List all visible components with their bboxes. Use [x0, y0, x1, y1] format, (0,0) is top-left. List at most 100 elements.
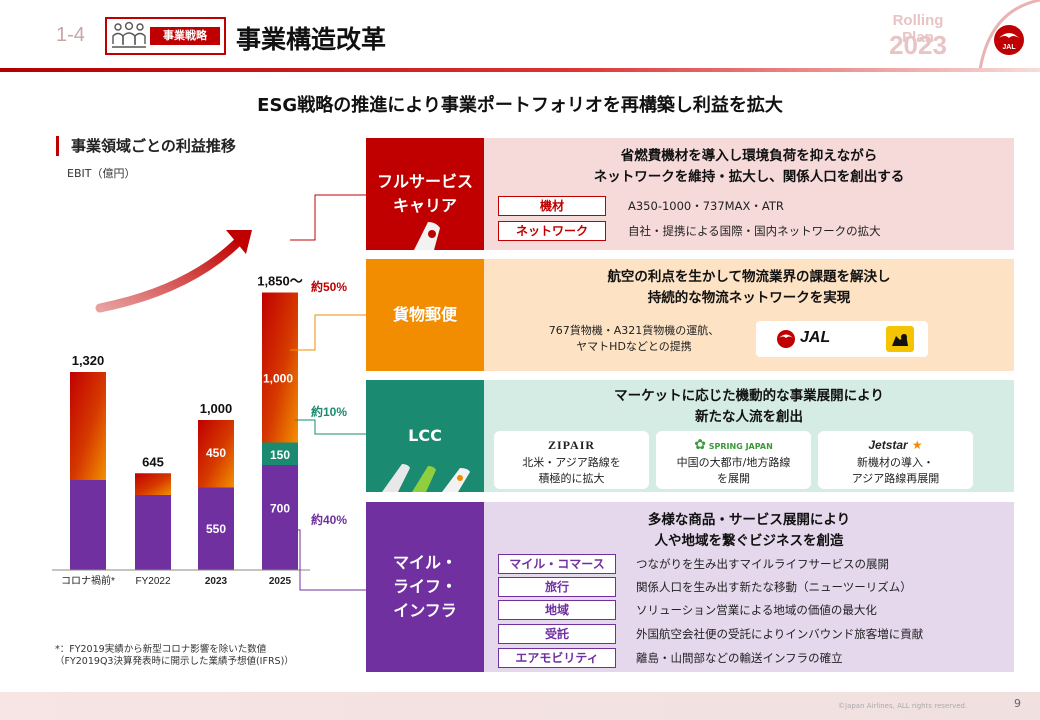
lcc-card-line-2: 積極的に拡大 — [538, 472, 605, 485]
jetstar-logo-text: Jetstar — [868, 438, 908, 452]
bar-segment-mile — [198, 487, 234, 570]
panel-lcc: LCC マーケットに応じた機動的な事業展開により 新たな人流を創出 ZIPAIR… — [366, 380, 1014, 492]
bar-segment-lcc — [262, 442, 298, 465]
bar-total-label: 645 — [142, 454, 164, 469]
fsc-label-line-1: フルサービス — [376, 172, 473, 191]
segment-label: 450 — [206, 446, 226, 460]
mile-title: 多様な商品・サービス展開により 人や地域を繋ぐビジネスを創造 — [484, 510, 1014, 552]
lcc-card-spring-japan: ✿ SPRING JAPAN 中国の大都市/地方路線 を展開 — [656, 431, 811, 489]
fsc-title-line-1: 省燃費機材を導入し環境負荷を抑えながら — [620, 148, 878, 164]
cargo-partner-logos: JAL — [756, 321, 928, 357]
rolling-plan-label: Rolling Plan — [892, 12, 944, 46]
lcc-card-line-2: アジア路線再展開 — [851, 472, 940, 485]
mile-item-key: 旅行 — [498, 577, 616, 597]
fsc-label-line-2: キャリア — [392, 196, 457, 215]
fsc-content: 省燃費機材を導入し環境負荷を抑えながら ネットワークを維持・拡大し、関係人口を創… — [484, 138, 1014, 250]
bar-total-label: 1,850〜 — [257, 274, 303, 289]
bar-segment-mile — [135, 495, 171, 570]
jal-crane-logo-icon: JAL — [994, 25, 1024, 55]
footnote-line-1: *：FY2019実績から新型コロナ影響を除いた数値 — [55, 644, 267, 655]
spring-japan-logo-text: SPRING JAPAN — [708, 442, 773, 451]
rolling-plan-year: 2023 — [889, 30, 947, 60]
panel-cargo-mail: 貨物郵便 航空の利点を生かして物流業界の課題を解決し 持続的な物流ネットワークを… — [366, 259, 1014, 371]
x-tick-label: コロナ禍前* — [61, 574, 115, 587]
bar-total-label: 1,320 — [72, 353, 105, 368]
lcc-title-line-2: 新たな人流を創出 — [695, 409, 803, 425]
ebit-bar-chart: 1,320 コロナ禍前* 645 FY2022 1,000 2023 1,850〜 2025 4… — [52, 230, 347, 587]
fsc-item-value: 自社・提携による国際・国内ネットワークの拡大 — [628, 224, 881, 238]
cargo-description: 767貨物機・A321貨物機の運航、 ヤマトHDなどとの提携 — [524, 323, 744, 355]
mile-item-air-mobility: エアモビリティ 離島・山間部などの輸送インフラの確立 — [498, 648, 843, 668]
fsc-item-value: A350-1000・737MAX・ATR — [628, 199, 784, 213]
share-label: 約50% — [311, 279, 347, 294]
mile-item-value: ソリューション営業による地域の価値の最大化 — [636, 603, 877, 617]
fsc-title-line-2: ネットワークを維持・拡大し、関係人口を創出する — [593, 169, 905, 185]
lcc-card-zipair: ZIPAIR 北米・アジア路線を 積極的に拡大 — [494, 431, 649, 489]
cargo-desc-line-1: 767貨物機・A321貨物機の運航、 — [548, 324, 720, 337]
bar-segment-mile — [262, 465, 298, 570]
lcc-card-line-1: 北米・アジア路線を — [522, 456, 621, 469]
mile-item-contract: 受託 外国航空会社便の受託によりインバウンド旅客増に貢献 — [498, 624, 923, 644]
chart-title: 事業領域ごとの利益推移 — [56, 136, 236, 156]
mile-item-value: 外国航空会社便の受託によりインバウンド旅客増に貢献 — [636, 627, 924, 641]
mile-title-line-2: 人や地域を繋ぐビジネスを創造 — [654, 533, 844, 549]
copyright: ©Japan Airlines, ALL rights reserved. — [838, 702, 968, 710]
growth-arrow-head-icon — [226, 230, 252, 254]
mile-item-key: マイル・コマース — [498, 554, 616, 574]
lcc-card-line-1: 中国の大都市/地方路線 — [676, 456, 791, 469]
zipair-logo: ZIPAIR — [547, 438, 596, 452]
header-swoosh-decoration — [978, 0, 1040, 70]
mile-label-line-2: ライフ・ — [392, 577, 457, 596]
panel-full-service-carrier: フルサービス キャリア 省燃費機材を導入し環境負荷を抑えながら ネットワークを維… — [366, 138, 1014, 250]
bar-segment-fsc-cargo — [135, 473, 171, 495]
spring-japan-logo: ✿ SPRING JAPAN — [656, 435, 811, 455]
fsc-title: 省燃費機材を導入し環境負荷を抑えながら ネットワークを維持・拡大し、関係人口を創… — [484, 146, 1014, 188]
chart-unit: EBIT（億円） — [67, 167, 136, 180]
page-number: 9 — [1014, 697, 1021, 710]
x-tick-label: FY2022 — [135, 576, 170, 587]
lcc-content: マーケットに応じた機動的な事業展開により 新たな人流を創出 ZIPAIR 北米・… — [484, 380, 1014, 492]
mile-item-travel: 旅行 関係人口を生み出す新たな移動（ニューツーリズム） — [498, 577, 912, 597]
cargo-title-line-2: 持続的な物流ネットワークを実現 — [647, 290, 851, 306]
section-number: 1-4 — [56, 24, 85, 46]
lcc-label-text: LCC — [408, 426, 442, 445]
chart-to-panel-connectors — [290, 194, 366, 591]
footnote-line-2: （FY2019Q3決算発表時に開示した業績予想値(IFRS)） — [55, 656, 294, 667]
lcc-card-line-2: を展開 — [717, 472, 750, 485]
jal-logo-text: JAL — [800, 329, 831, 346]
mile-item-mile-commerce: マイル・コマース つながりを生み出すマイルライフサービスの展開 — [498, 554, 889, 574]
jetstar-logo: Jetstar ★ — [818, 435, 973, 455]
segment-label: 550 — [206, 522, 226, 536]
mile-item-value: つながりを生み出すマイルライフサービスの展開 — [636, 557, 889, 571]
chart-footnote: *：FY2019実績から新型コロナ影響を除いた数値 （FY2019Q3決算発表時… — [55, 644, 294, 668]
growth-arrow-icon — [95, 235, 245, 313]
jal-tail-icon — [414, 222, 440, 250]
bar-segment-fsc-cargo — [70, 372, 106, 480]
bar-segment-fsc-cargo — [262, 292, 298, 443]
lcc-card-line-1: 新機材の導入・ — [857, 456, 934, 469]
jal-crane-icon — [777, 330, 795, 348]
cargo-title-line-1: 航空の利点を生かして物流業界の課題を解決し — [607, 269, 891, 285]
mile-item-key: 受託 — [498, 624, 616, 644]
bar-segment-mile — [70, 480, 106, 570]
panel-mile-life-infra: マイル・ ライフ・ インフラ 多様な商品・サービス展開により 人や地域を繋ぐビジ… — [366, 502, 1014, 672]
lcc-label: LCC — [366, 380, 484, 492]
bar-total-label: 1,000 — [200, 401, 233, 416]
page-title: 事業構造改革 — [236, 25, 387, 54]
mile-content: 多様な商品・サービス展開により 人や地域を繋ぐビジネスを創造 マイル・コマース … — [484, 502, 1014, 672]
cargo-content: 航空の利点を生かして物流業界の課題を解決し 持続的な物流ネットワークを実現 76… — [484, 259, 1014, 371]
mile-item-region: 地域 ソリューション営業による地域の価値の最大化 — [498, 600, 877, 620]
lcc-title: マーケットに応じた機動的な事業展開により 新たな人流を創出 — [484, 386, 1014, 428]
fsc-item-network: ネットワーク 自社・提携による国際・国内ネットワークの拡大 — [498, 221, 881, 241]
mile-label-line-3: インフラ — [393, 601, 457, 620]
x-tick-label: 2025 — [269, 576, 292, 587]
x-tick-label: 2023 — [205, 576, 228, 587]
mile-title-line-1: 多様な商品・サービス展開により — [647, 512, 851, 528]
cargo-title: 航空の利点を生かして物流業界の課題を解決し 持続的な物流ネットワークを実現 — [484, 267, 1014, 309]
lcc-aircraft-tails-icon — [382, 464, 470, 492]
share-label: 約10% — [311, 404, 347, 419]
fsc-item-key: 機材 — [498, 196, 606, 216]
people-group-icon — [112, 21, 146, 48]
header-divider — [0, 68, 1040, 72]
segment-label: 1,000 — [263, 372, 293, 386]
